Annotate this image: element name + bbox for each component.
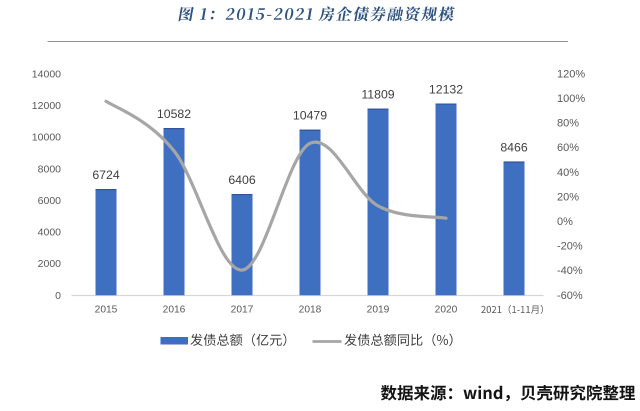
svg-text:14000: 14000 [32, 69, 61, 81]
svg-text:0%: 0% [557, 216, 573, 228]
svg-text:10000: 10000 [32, 132, 61, 144]
svg-text:8466: 8466 [500, 141, 528, 155]
svg-text:2019: 2019 [367, 305, 390, 316]
svg-text:-40%: -40% [557, 265, 583, 277]
svg-text:6724: 6724 [92, 168, 120, 182]
svg-text:-20%: -20% [557, 241, 583, 253]
svg-text:60%: 60% [557, 142, 579, 154]
svg-text:100%: 100% [557, 93, 585, 105]
svg-text:80%: 80% [557, 118, 579, 130]
svg-text:-60%: -60% [557, 290, 583, 302]
svg-text:120%: 120% [557, 69, 585, 81]
svg-text:8000: 8000 [38, 163, 62, 175]
svg-text:11809: 11809 [361, 88, 394, 102]
svg-text:12000: 12000 [32, 100, 61, 112]
svg-text:10582: 10582 [157, 107, 191, 121]
svg-text:2016: 2016 [163, 305, 186, 316]
svg-text:0: 0 [55, 290, 61, 302]
svg-text:2020: 2020 [435, 305, 458, 316]
svg-text:4000: 4000 [38, 227, 62, 239]
svg-text:2017: 2017 [231, 305, 254, 316]
svg-text:6406: 6406 [228, 173, 256, 187]
svg-text:12132: 12132 [429, 83, 463, 97]
svg-text:40%: 40% [557, 167, 579, 179]
svg-text:6000: 6000 [38, 195, 62, 207]
svg-text:10479: 10479 [293, 109, 327, 123]
svg-text:2018: 2018 [299, 305, 322, 316]
svg-text:2015: 2015 [95, 305, 118, 316]
svg-text:2000: 2000 [38, 258, 62, 270]
svg-text:20%: 20% [557, 191, 579, 203]
